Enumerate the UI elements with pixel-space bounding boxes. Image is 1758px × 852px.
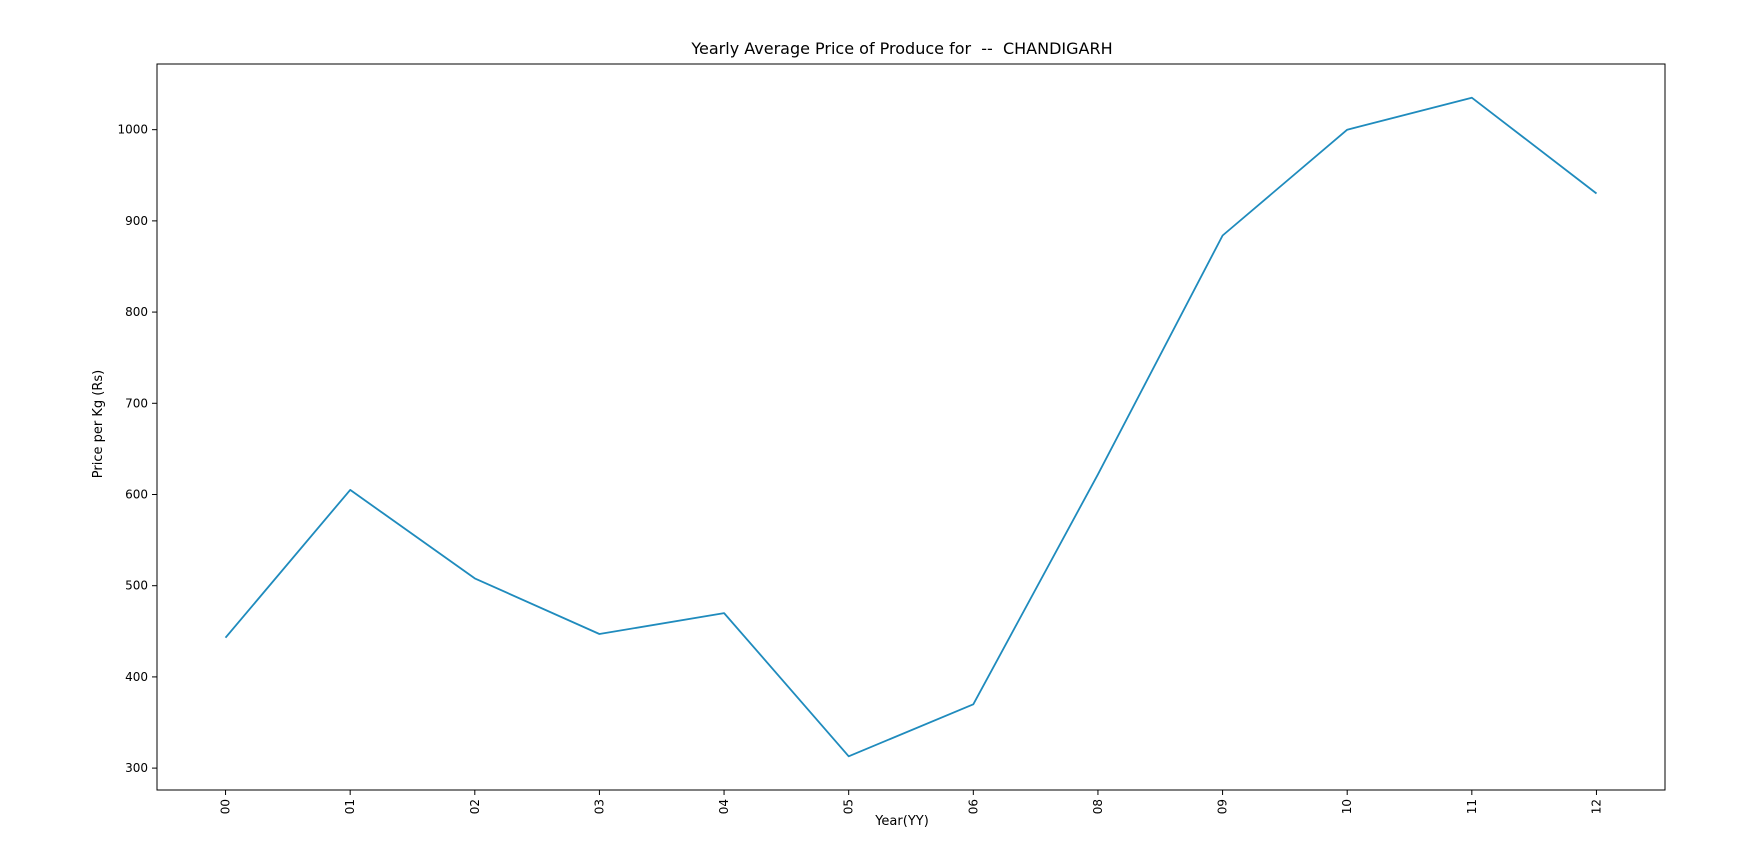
x-axis-label: Year(YY) (874, 814, 929, 829)
plot-frame (156, 63, 1666, 791)
x-tick-label: 11 (1465, 799, 1479, 814)
y-axis-label: Price per Kg (Rs) (91, 370, 106, 478)
y-tick-label: 400 (125, 670, 148, 684)
x-tick-label: 00 (219, 799, 233, 814)
y-tick-label: 800 (125, 305, 148, 319)
x-tick-label: 08 (1091, 799, 1105, 814)
x-tick-label: 05 (842, 799, 856, 814)
chart-title: Yearly Average Price of Produce for -- C… (690, 39, 1112, 58)
x-tick-label: 12 (1589, 799, 1603, 814)
x-tick-label: 04 (717, 799, 731, 814)
x-tick-label: 02 (468, 799, 482, 814)
y-tick-label: 500 (125, 579, 148, 593)
y-tick-label: 600 (125, 487, 148, 501)
y-tick-label: 300 (125, 761, 148, 775)
series-line (224, 96, 1598, 758)
y-tick-label: 700 (125, 396, 148, 410)
x-tick-label: 09 (1216, 799, 1230, 814)
plot-area: 300 400 500 600 700 800 900 1000 00 01 02 03 04 05 06 0… (117, 63, 1666, 814)
x-tick-label: 06 (966, 799, 980, 814)
y-tick-label: 900 (125, 214, 148, 228)
x-tick-label: 01 (343, 799, 357, 814)
x-tick-label: 03 (592, 799, 606, 814)
x-tick-label: 10 (1340, 799, 1354, 814)
y-tick-label: 1000 (117, 123, 148, 137)
